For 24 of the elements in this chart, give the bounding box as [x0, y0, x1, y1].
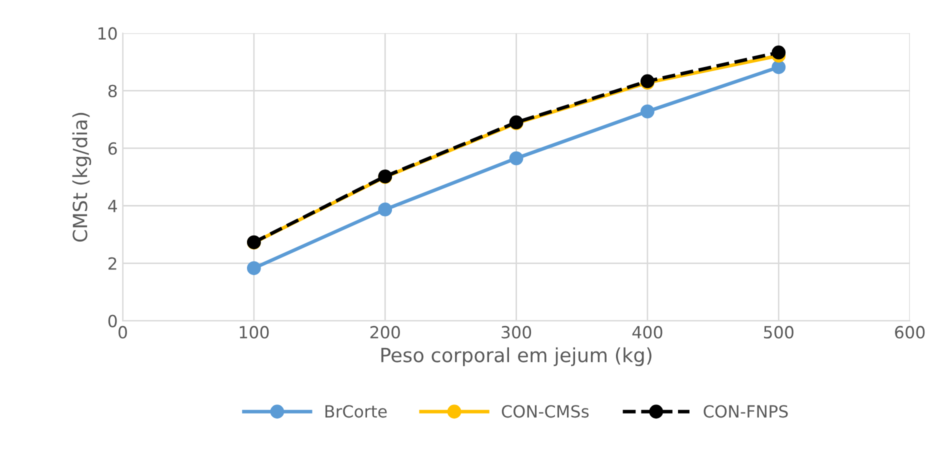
legend-label: CON-FNPS: [704, 405, 788, 418]
x-tick-label: 600: [895, 326, 925, 339]
point: [640, 104, 654, 118]
x-tick-label: 500: [764, 326, 794, 339]
x-tick-label: 200: [370, 326, 400, 339]
point: [378, 202, 392, 216]
y-tick-label: 8: [108, 84, 117, 98]
x-tick-label: 0: [118, 326, 127, 339]
point: [509, 151, 524, 166]
x-tick-label: 300: [502, 326, 532, 339]
y-tick-label: 4: [108, 200, 117, 212]
y-tick-label: 10: [98, 27, 117, 40]
legend-label: BrCorte: [325, 405, 387, 418]
y-axis-title: CMSt (kg/dia): [72, 112, 92, 242]
y-tick-label: 0: [108, 314, 117, 328]
legend-label: CON-CMSs: [502, 405, 589, 418]
y-tick-label: 2: [108, 257, 116, 270]
x-tick-label: 100: [240, 326, 269, 339]
x-axis-title: Peso corporal em jejum (kg): [381, 347, 652, 366]
y-tick-label: 6: [108, 142, 117, 155]
x-tick-label: 400: [632, 326, 662, 339]
point: [772, 60, 786, 74]
point: [246, 261, 261, 276]
point: [772, 46, 786, 60]
